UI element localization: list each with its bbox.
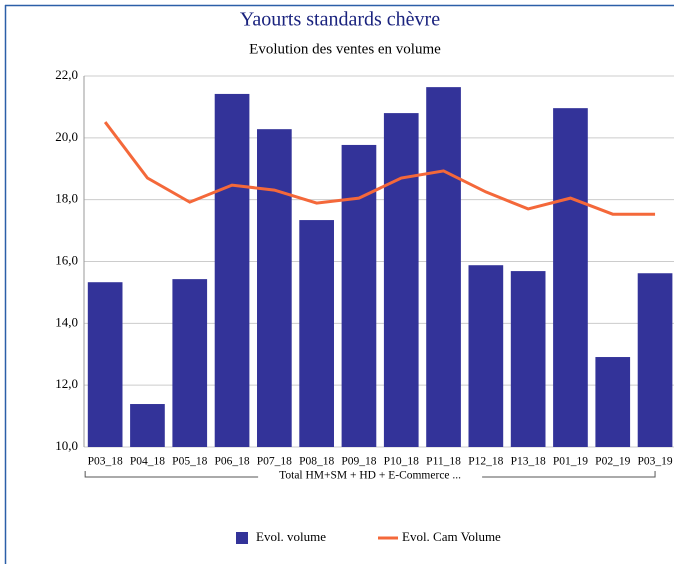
x-tick-label: P07_18 <box>257 456 292 468</box>
legend-label: Evol. volume <box>256 529 326 544</box>
y-tick-label: 14,0 <box>55 314 78 329</box>
x-tick-label: P04_18 <box>130 456 165 468</box>
bar <box>130 404 165 447</box>
x-tick-label: P08_18 <box>299 456 334 468</box>
x-tick-label: P09_18 <box>341 456 376 468</box>
bar <box>426 87 461 447</box>
y-tick-label: 18,0 <box>55 191 78 206</box>
line <box>103 121 656 216</box>
x-tick-label: P03_18 <box>88 456 123 468</box>
x-tick-label: P12_18 <box>468 456 503 468</box>
x-tick-label: P10_18 <box>384 456 419 468</box>
x-tick-label: P13_18 <box>511 456 546 468</box>
bar <box>510 271 546 447</box>
y-tick-label: 12,0 <box>55 376 78 391</box>
bar <box>341 144 377 448</box>
x-tick-label: P05_18 <box>172 456 207 468</box>
bar <box>595 357 631 447</box>
bar <box>299 220 334 447</box>
group-label: Total HM+SM + HD + E-Commerce ... <box>279 470 461 482</box>
legend-label: Evol. Cam Volume <box>402 529 501 544</box>
x-tick-label: P06_18 <box>214 456 249 468</box>
bar <box>214 93 250 447</box>
chart-subtitle: Evolution des ventes en volume <box>249 41 441 57</box>
y-tick-label: 22,0 <box>55 67 78 82</box>
bar <box>637 273 673 447</box>
bar <box>553 108 588 448</box>
x-tick-label: P03_19 <box>637 456 672 468</box>
bar <box>383 113 419 447</box>
legend-swatch <box>236 532 248 544</box>
bar <box>87 282 123 447</box>
y-tick-label: 16,0 <box>55 252 78 267</box>
group-bracket <box>84 471 656 478</box>
x-tick-label: P02_19 <box>595 456 630 468</box>
x-tick-label: P11_18 <box>426 456 461 468</box>
bar <box>172 279 208 447</box>
chart-title: Yaourts standards chèvre <box>240 9 440 31</box>
x-tick-label: P01_19 <box>553 456 588 468</box>
bar <box>257 129 292 447</box>
bar <box>468 265 504 447</box>
y-tick-label: 10,0 <box>55 438 78 453</box>
y-tick-label: 20,0 <box>55 129 78 144</box>
